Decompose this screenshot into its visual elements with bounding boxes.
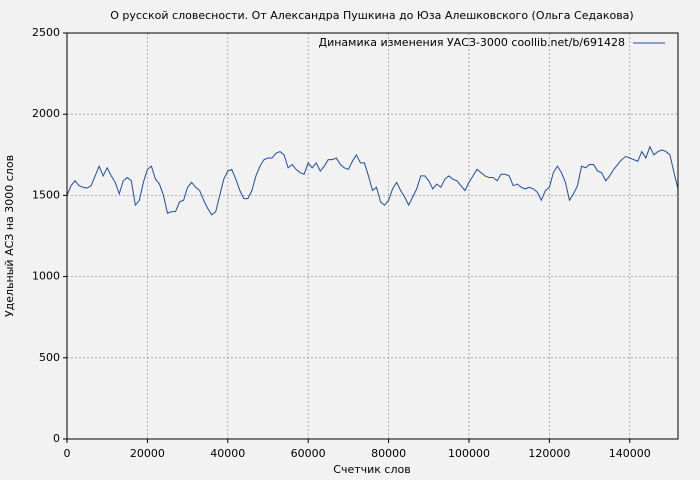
y-tick-label: 1000 xyxy=(32,270,60,283)
data-line xyxy=(66,145,679,216)
y-tick-label: 1500 xyxy=(32,188,60,201)
legend-label: Динамика изменения УАСЗ-3000 coollib.net… xyxy=(319,36,626,49)
x-tick-label: 20000 xyxy=(130,447,165,460)
x-tick-label: 60000 xyxy=(291,447,326,460)
x-tick-label: 40000 xyxy=(210,447,245,460)
y-axis-label: Удельный АСЗ на 3000 слов xyxy=(3,155,16,317)
y-tick-label: 2500 xyxy=(32,26,60,39)
x-tick-label: 80000 xyxy=(371,447,406,460)
y-tick-label: 0 xyxy=(53,432,60,445)
x-tick-label: 100000 xyxy=(448,447,490,460)
x-tick-label: 120000 xyxy=(528,447,570,460)
x-axis-label: Счетчик слов xyxy=(333,463,410,476)
plot-frame xyxy=(66,32,679,440)
y-tick-label: 2000 xyxy=(32,107,60,120)
chart-title: О русской словесности. От Александра Пуш… xyxy=(110,9,633,22)
x-tick-label: 140000 xyxy=(609,447,651,460)
y-tick-label: 500 xyxy=(39,351,60,364)
plot-area xyxy=(67,33,678,439)
x-tick-label: 0 xyxy=(64,447,71,460)
